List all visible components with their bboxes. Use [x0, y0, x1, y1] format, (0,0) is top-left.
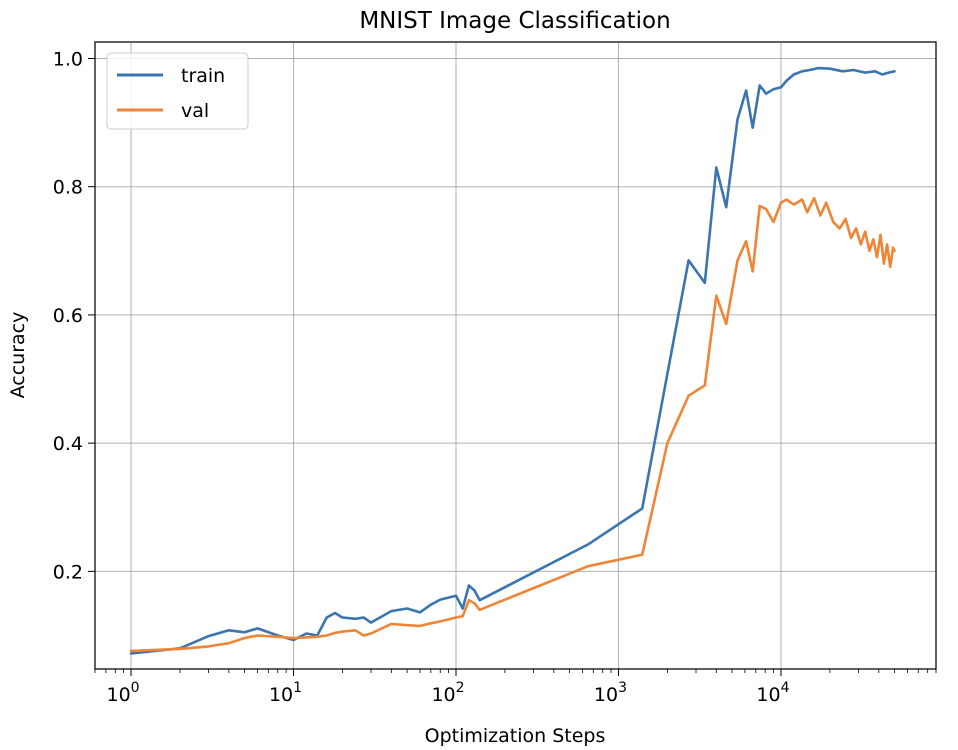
legend-label-train: train: [181, 65, 225, 87]
chart-title: MNIST Image Classification: [359, 8, 670, 34]
legend-label-val: val: [181, 100, 209, 122]
y-tick-label: 0.4: [53, 433, 83, 455]
y-tick-label: 0.6: [53, 305, 83, 327]
x-axis-label: Optimization Steps: [425, 725, 606, 747]
legend-box: [106, 52, 249, 130]
series-layer: [129, 66, 896, 655]
y-tick-label: 1.0: [53, 48, 83, 70]
x-tick-label: 104: [756, 680, 789, 706]
ticks: 100 101 102 103 104 0.2 0.4 0.6 0.8 1.0: [53, 48, 937, 706]
y-tick-label: 0.8: [53, 177, 83, 199]
x-tick-label: 103: [594, 680, 627, 706]
series-line-val: [129, 196, 896, 653]
legend: train val: [106, 52, 249, 130]
plot-frame: [94, 41, 937, 670]
y-axis-label: Accuracy: [7, 312, 29, 399]
x-tick-label: 100: [106, 680, 139, 706]
y-tick-label: 0.2: [53, 561, 83, 583]
grid: [95, 42, 936, 669]
x-tick-label: 101: [269, 680, 302, 706]
series-line-train: [129, 66, 896, 655]
x-tick-label: 102: [431, 680, 464, 706]
